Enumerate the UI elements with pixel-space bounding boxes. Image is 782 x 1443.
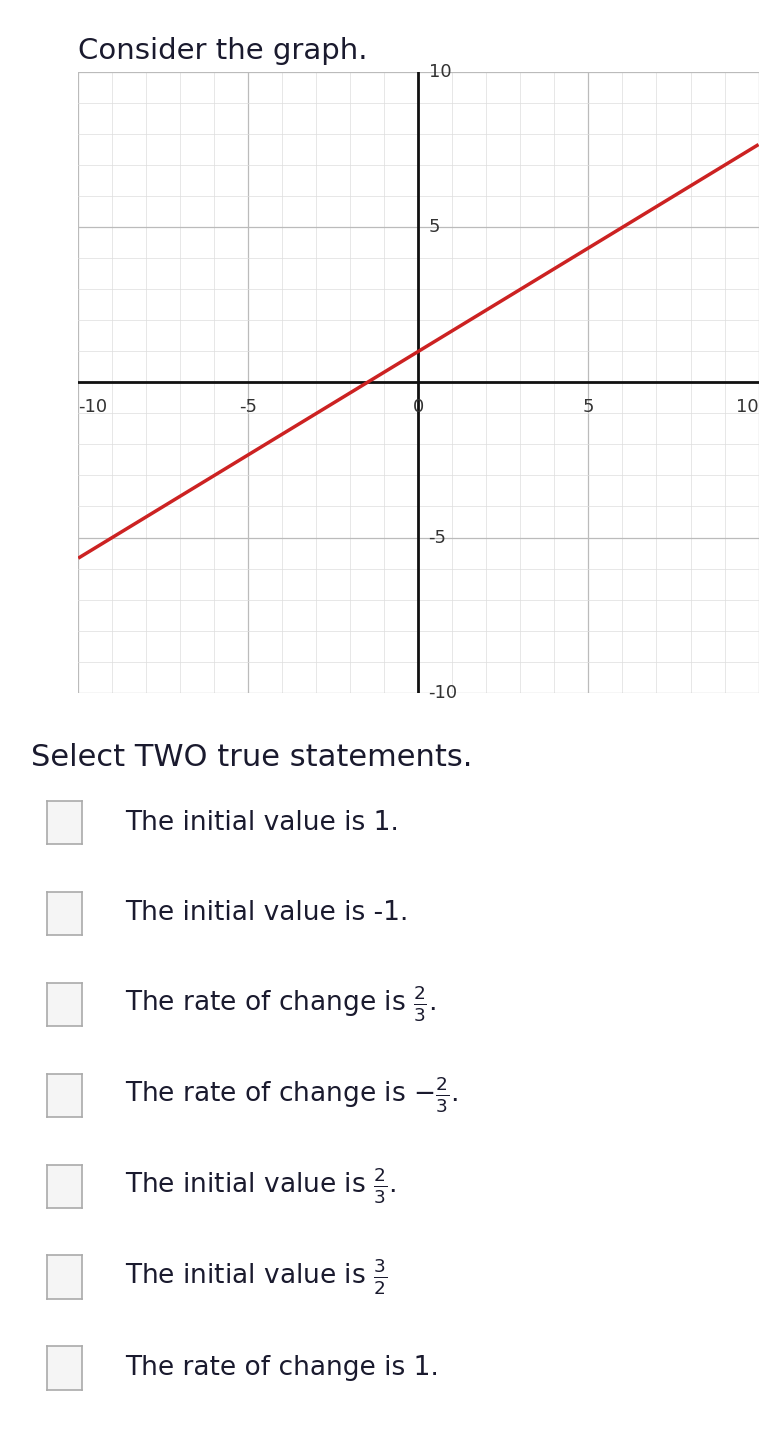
Text: The initial value is 1.: The initial value is 1. (125, 810, 399, 835)
Text: -5: -5 (429, 528, 447, 547)
Text: 0: 0 (413, 398, 424, 416)
Text: The initial value is $\frac{3}{2}$: The initial value is $\frac{3}{2}$ (125, 1257, 387, 1297)
Text: 10: 10 (429, 63, 451, 81)
Text: The initial value is $\frac{2}{3}$.: The initial value is $\frac{2}{3}$. (125, 1166, 396, 1206)
Text: Select TWO true statements.: Select TWO true statements. (31, 743, 472, 772)
Text: -10: -10 (429, 684, 457, 701)
Text: 10: 10 (736, 398, 759, 416)
Text: The rate of change is 1.: The rate of change is 1. (125, 1355, 439, 1381)
Text: 5: 5 (583, 398, 594, 416)
Text: The initial value is -1.: The initial value is -1. (125, 900, 408, 926)
Text: The rate of change is $-\frac{2}{3}$.: The rate of change is $-\frac{2}{3}$. (125, 1075, 458, 1115)
Text: 5: 5 (429, 218, 440, 237)
Text: -10: -10 (78, 398, 107, 416)
Text: Consider the graph.: Consider the graph. (78, 38, 368, 65)
Text: The rate of change is $\frac{2}{3}$.: The rate of change is $\frac{2}{3}$. (125, 984, 436, 1025)
Text: -5: -5 (239, 398, 257, 416)
